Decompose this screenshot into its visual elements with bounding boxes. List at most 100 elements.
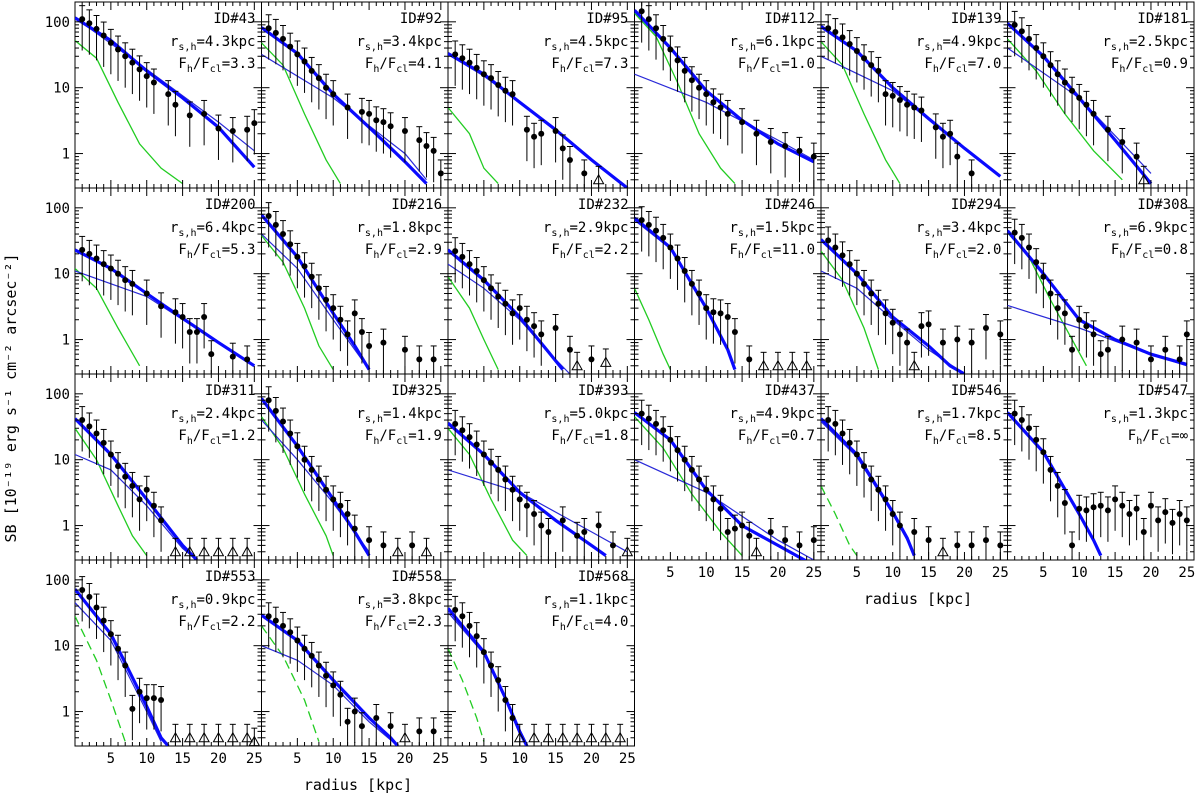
- halo-component-line: [261, 645, 399, 746]
- data-point: [997, 542, 1004, 549]
- data-point: [889, 92, 896, 99]
- data-point: [466, 59, 473, 66]
- data-point: [495, 293, 502, 300]
- x-tick-label: 25: [992, 565, 1009, 581]
- flux-ratio-label: Fh/Fcl=0.9: [1111, 56, 1188, 75]
- flux-ratio-sub-h: h: [1136, 436, 1142, 447]
- scale-radius-label: rs,h=1.1kpc: [543, 592, 629, 611]
- data-point: [323, 672, 330, 679]
- data-point: [323, 84, 330, 91]
- data-point: [889, 510, 896, 517]
- scale-radius-label: rs,h=3.4kpc: [916, 220, 1002, 239]
- panel-frame: [261, 1, 449, 189]
- halo-component-line: [75, 270, 255, 367]
- flux-ratio-label: Fh/Fcl=1.9: [365, 428, 442, 447]
- data-point: [667, 244, 674, 251]
- data-point: [1176, 356, 1183, 363]
- data-point: [509, 91, 516, 98]
- data-point: [1026, 425, 1033, 432]
- data-point: [696, 290, 703, 297]
- scale-radius-symbol: r: [356, 220, 364, 236]
- data-point: [925, 537, 932, 544]
- data-point: [1047, 290, 1054, 297]
- data-point: [559, 517, 566, 524]
- y-tick-label: 100: [45, 201, 70, 217]
- data-point: [516, 305, 523, 312]
- plot-area: [448, 595, 627, 746]
- upper-limit-marker: [937, 545, 949, 557]
- data-point: [416, 728, 423, 735]
- flux-ratio-value: 1.2: [230, 428, 255, 444]
- data-point: [645, 221, 652, 228]
- total-model-line: [261, 26, 428, 185]
- upper-limit-marker: [183, 731, 196, 743]
- data-point: [1033, 259, 1040, 266]
- panel-id-label: ID#232: [578, 197, 629, 213]
- scale-radius-subscript: s,h: [1111, 228, 1129, 239]
- scale-radius-unit: kpc: [230, 34, 255, 50]
- data-point: [193, 329, 200, 336]
- panel-id-label: ID#200: [205, 197, 256, 213]
- scale-radius-symbol: r: [356, 406, 364, 422]
- scale-radius-unit: kpc: [790, 220, 815, 236]
- data-point: [294, 51, 301, 58]
- data-point: [430, 728, 437, 735]
- scale-radius-label: rs,h=4.3kpc: [170, 34, 256, 53]
- flux-ratio-label: Fh/Fcl=1.8: [551, 428, 628, 447]
- scale-radius-eq: =: [196, 220, 204, 236]
- scale-radius-symbol: r: [543, 592, 551, 608]
- flux-ratio-eq: =: [781, 428, 789, 444]
- x-tick-label: 20: [770, 565, 787, 581]
- data-point: [724, 314, 731, 321]
- data-point: [731, 525, 738, 532]
- scale-radius-eq: =: [383, 406, 391, 422]
- data-point: [667, 436, 674, 443]
- scale-radius-value: 3.4: [951, 220, 976, 236]
- y-tick-label: 1: [62, 519, 70, 535]
- panel-id-label: ID#558: [391, 569, 442, 585]
- flux-ratio-label: Fh/Fcl=0.7: [738, 428, 815, 447]
- y-axis-label: SB [10⁻¹⁹ erg s⁻¹ cm⁻² arcsec⁻²]: [2, 254, 20, 543]
- data-point: [79, 16, 86, 23]
- scale-radius-eq: =: [942, 34, 950, 50]
- data-point: [882, 496, 889, 503]
- data-point: [265, 397, 272, 404]
- upper-limit-marker: [1137, 173, 1150, 185]
- flux-ratio-value: 2.3: [417, 614, 442, 630]
- data-point: [502, 696, 509, 703]
- y-tick-label: 1: [62, 147, 70, 163]
- panel-id-label: ID#294: [951, 197, 1002, 213]
- data-point: [287, 43, 294, 50]
- data-point: [122, 473, 129, 480]
- core-component-line: [634, 288, 671, 370]
- data-point: [674, 255, 681, 262]
- halo-component-line: [448, 612, 528, 746]
- flux-ratio-eq: =: [408, 614, 416, 630]
- flux-ratio-sub-h: h: [738, 250, 744, 261]
- data-point: [1090, 504, 1097, 511]
- data-point: [739, 522, 746, 529]
- data-point: [459, 253, 466, 260]
- scale-radius-value: 0.9: [205, 592, 230, 608]
- data-point: [1033, 436, 1040, 443]
- data-point: [466, 434, 473, 441]
- core-component-line: [261, 42, 341, 184]
- data-point: [502, 300, 509, 307]
- data-point: [1047, 62, 1054, 69]
- data-point: [366, 537, 373, 544]
- data-point: [301, 456, 308, 463]
- flux-ratio-sub-cl: cl: [1142, 64, 1154, 75]
- plot-area: [448, 237, 612, 374]
- flux-ratio-f1: F: [551, 56, 559, 72]
- flux-ratio-label: Fh/Fcl=2.2: [551, 242, 628, 261]
- total-model-line: [261, 397, 371, 557]
- scale-radius-unit: kpc: [1163, 34, 1188, 50]
- panel-id-label: ID#95: [586, 11, 628, 27]
- data-point: [473, 267, 480, 274]
- data-point: [1011, 21, 1018, 28]
- x-tick-label: 25: [246, 751, 263, 767]
- data-point: [466, 261, 473, 268]
- data-point: [1183, 331, 1190, 338]
- data-point: [143, 695, 150, 702]
- flux-ratio-sub-cl: cl: [210, 436, 222, 447]
